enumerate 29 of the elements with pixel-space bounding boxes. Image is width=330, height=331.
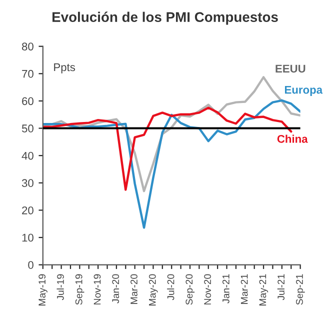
series-label: China (277, 134, 308, 143)
x-tick-label: May-21 (259, 274, 268, 306)
x-tick-label: Nov-19 (94, 274, 101, 304)
x-tick-label: Jan-20 (112, 274, 120, 304)
x-tick-label: Jul-19 (56, 274, 64, 300)
y-tick-label: 40 (22, 152, 34, 160)
series-label: Europa (284, 86, 323, 96)
y-tick-label: 70 (22, 70, 34, 78)
annotation: Ppts (54, 63, 76, 74)
chart-title: Evolución de los PMI Compuestos (52, 12, 278, 25)
x-tick-label: May-20 (148, 274, 158, 306)
x-tick-label: Nov-20 (204, 274, 211, 304)
y-tick-label: 30 (22, 179, 34, 188)
x-tick-label: Mar-21 (240, 274, 248, 304)
x-tick-label: Sep-21 (296, 274, 305, 305)
y-tick-label: 50 (22, 124, 34, 132)
y-tick-label: 0 (28, 261, 34, 269)
series-label: EEUU (276, 64, 306, 73)
x-tick-label: Sep-19 (75, 274, 84, 305)
y-tick-label: 80 (22, 42, 34, 50)
x-tick-label: May-19 (38, 274, 48, 306)
x-tick-label: Sep-20 (186, 274, 195, 305)
x-tick-label: Mar-20 (130, 274, 138, 304)
x-tick-label: Jan-21 (222, 274, 230, 304)
y-tick-label: 60 (22, 97, 34, 106)
x-tick-label: Jul-20 (167, 274, 174, 300)
x-tick-label: Jul-21 (277, 274, 285, 300)
y-tick-label: 10 (22, 234, 34, 242)
y-tick-label: 20 (22, 206, 34, 214)
